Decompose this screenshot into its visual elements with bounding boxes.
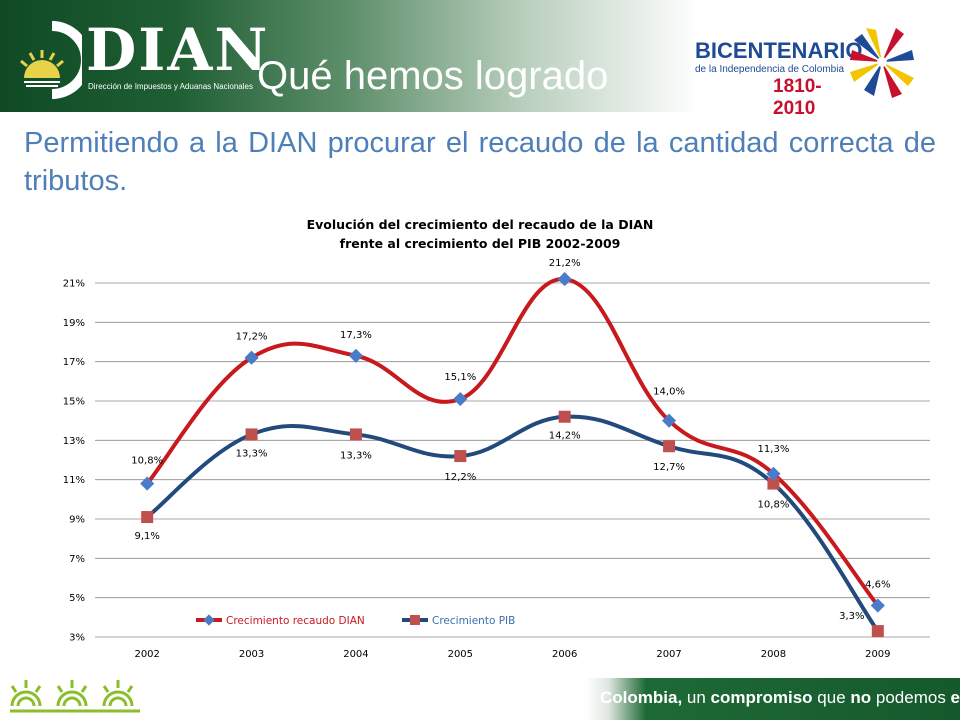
page-title: Qué hemos logrado	[257, 54, 609, 98]
data-point-dian	[766, 466, 781, 481]
x-tick-label: 2009	[865, 649, 890, 660]
data-label-pib: 14,2%	[549, 431, 581, 442]
y-tick-label: 15%	[63, 397, 85, 408]
data-label-pib: 3,3%	[839, 611, 864, 622]
data-label-pib: 13,3%	[236, 448, 268, 459]
chart-data-labels: 10,8% 17,2% 17,3% 15,1% 21,2% 14,0% 11,3% 4,6% 9…	[131, 258, 890, 622]
data-point-pib	[663, 440, 676, 453]
data-point-pib	[454, 450, 467, 463]
footer-slogan-lead: Colombia,	[600, 688, 683, 707]
legend-label: Crecimiento PIB	[432, 615, 515, 627]
data-label-dian: 14,0%	[653, 387, 685, 398]
y-tick-label: 13%	[63, 436, 85, 447]
chart-legend: Crecimiento recaudo DIAN Crecimiento PIB	[196, 614, 515, 627]
footer-slogan-part: un	[682, 688, 711, 707]
data-point-pib	[349, 428, 362, 441]
dian-logo-text: DIAN	[86, 16, 270, 84]
y-tick-label: 5%	[69, 593, 85, 604]
footer-slogan-banner	[586, 678, 960, 720]
footer-slogan-part: que	[812, 688, 851, 707]
data-label-pib: 10,8%	[758, 500, 790, 511]
bicentenario-subtitle: de la Independencia de Colombia	[695, 64, 844, 75]
y-tick-label: 9%	[69, 515, 85, 526]
chart-gridlines	[95, 282, 930, 638]
data-label-pib: 12,7%	[653, 462, 685, 473]
dian-sun-logo-icon	[20, 21, 82, 99]
bicentenario-years: 1810-2010	[773, 76, 822, 119]
x-tick-label: 2004	[343, 649, 368, 660]
legend-label: Crecimiento recaudo DIAN	[226, 615, 365, 627]
data-point-dian	[244, 350, 259, 365]
data-point-dian	[557, 271, 572, 287]
dian-logo-subtitle: Dirección de Impuestos y Aduanas Naciona…	[88, 82, 253, 91]
y-axis-ticks: 3% 5% 7% 9% 11% 13% 15% 17% 19% 21%	[63, 279, 85, 644]
y-tick-label: 11%	[63, 475, 85, 486]
x-tick-label: 2003	[239, 649, 264, 660]
data-label-dian: 11,3%	[758, 444, 790, 455]
y-tick-label: 7%	[69, 554, 85, 565]
header-gradient-band	[0, 0, 700, 112]
bicentenario-star-emblem-icon	[850, 28, 914, 98]
y-tick-label: 17%	[63, 357, 85, 368]
x-tick-label: 2007	[656, 649, 681, 660]
legend-swatch-marker	[410, 615, 420, 625]
slide-header: DIAN Dirección de Impuestos y Aduanas Na…	[0, 0, 960, 119]
data-label-pib: 9,1%	[134, 531, 159, 542]
data-label-pib: 12,2%	[444, 472, 476, 483]
chart-title-line-1: Evolución del crecimiento del recaudo de…	[307, 217, 654, 232]
data-point-pib	[767, 477, 780, 490]
y-tick-label: 3%	[69, 633, 85, 644]
y-tick-label: 19%	[63, 318, 85, 329]
footer-slogan: Colombia, un compromiso que no podemos e…	[600, 686, 960, 710]
data-label-dian: 10,8%	[131, 456, 163, 467]
data-label-dian: 4,6%	[865, 580, 890, 591]
data-point-dian	[870, 598, 885, 613]
x-tick-label: 2002	[134, 649, 159, 660]
footer-slogan-bold: compromiso	[710, 688, 813, 707]
x-axis-ticks: 2002 2003 2004 2005 2006 2007 2008 2009	[134, 649, 890, 660]
legend-swatch-marker	[203, 614, 215, 626]
bicentenario-title: BICENTENARIO	[695, 38, 863, 63]
data-label-dian: 21,2%	[549, 258, 581, 269]
data-point-pib	[141, 511, 154, 524]
data-point-pib	[558, 410, 571, 423]
dian-sun-marks-icon	[10, 680, 140, 713]
data-label-dian: 17,3%	[340, 330, 372, 341]
data-point-dian	[661, 413, 677, 428]
data-point-dian	[453, 391, 468, 407]
slide-subtitle: Permitiendo a la DIAN procurar el recaud…	[24, 127, 936, 197]
footer-slogan-bold: no	[850, 688, 872, 707]
data-point-dian	[348, 348, 364, 363]
data-point-pib	[871, 625, 884, 638]
data-point-pib	[245, 428, 258, 441]
footer-slogan-bold: evadir.	[950, 688, 960, 707]
y-tick-label: 21%	[63, 279, 85, 290]
bicentenario-logo: BICENTENARIO de la Independencia de Colo…	[695, 38, 863, 120]
x-tick-label: 2005	[448, 649, 473, 660]
footer-slogan-part: podemos	[871, 688, 951, 707]
chart-series	[140, 271, 885, 638]
data-label-dian: 15,1%	[444, 372, 476, 383]
data-label-pib: 13,3%	[340, 450, 372, 461]
x-tick-label: 2006	[552, 649, 577, 660]
x-tick-label: 2008	[761, 649, 786, 660]
chart-title-line-2: frente al crecimiento del PIB 2002-2009	[340, 236, 621, 251]
series-line-dian	[145, 277, 880, 607]
line-chart: Evolución del crecimiento del recaudo de…	[63, 217, 930, 660]
data-label-dian: 17,2%	[236, 332, 268, 343]
data-point-dian	[140, 476, 155, 491]
